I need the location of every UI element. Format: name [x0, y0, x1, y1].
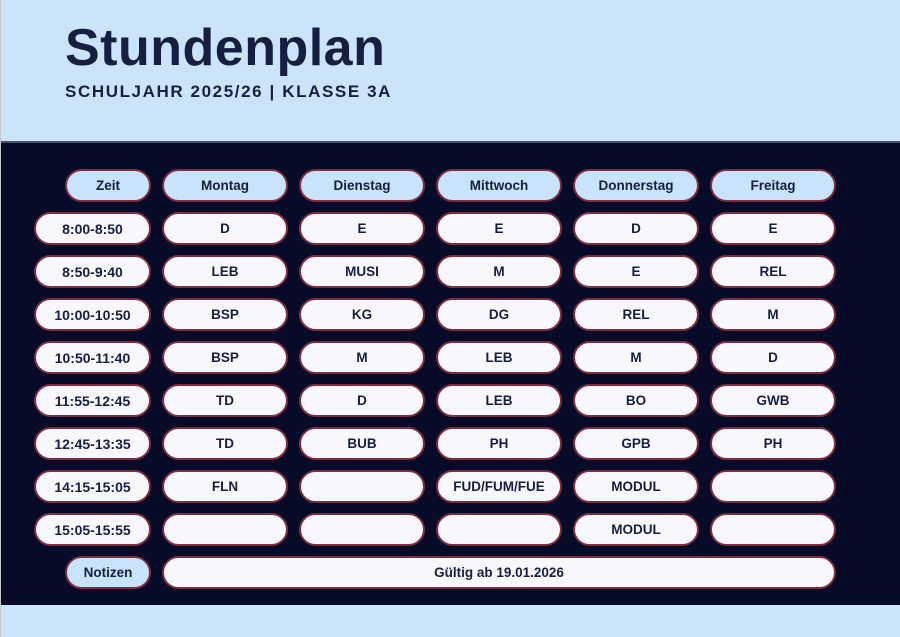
page-subtitle: SCHULJAHR 2025/26 | KLASSE 3A — [65, 82, 393, 102]
lesson-pill: LEB — [162, 255, 288, 288]
lesson-pill: E — [436, 212, 562, 245]
zeit-header-pill: Zeit — [65, 169, 151, 202]
time-pill: 11:55-12:45 — [34, 384, 151, 417]
lesson-pill: MODUL — [573, 513, 699, 546]
lesson-pill: TD — [162, 427, 288, 460]
lesson-pill — [710, 513, 836, 546]
day-header-pill: Montag — [162, 169, 288, 202]
lesson-pill: D — [710, 341, 836, 374]
lesson-pill: D — [162, 212, 288, 245]
timetable-panel: Zeit Montag Dienstag Mittwoch Donnerstag Frei… — [1, 141, 900, 605]
lesson-pill: M — [573, 341, 699, 374]
lesson-pill: FLN — [162, 470, 288, 503]
lesson-pill: REL — [573, 298, 699, 331]
lesson-pill: D — [299, 384, 425, 417]
page-title: Stundenplan — [65, 19, 386, 77]
lesson-pill — [299, 470, 425, 503]
validity-pill: Gültig ab 19.01.2026 — [162, 556, 836, 589]
lesson-pill: TD — [162, 384, 288, 417]
lesson-pill: KG — [299, 298, 425, 331]
day-header-pill: Dienstag — [299, 169, 425, 202]
notes-label-pill: Notizen — [65, 556, 151, 589]
day-header-pill: Donnerstag — [573, 169, 699, 202]
day-header-pill: Freitag — [710, 169, 836, 202]
time-pill: 12:45-13:35 — [34, 427, 151, 460]
lesson-pill — [299, 513, 425, 546]
lesson-pill: BO — [573, 384, 699, 417]
lesson-pill: M — [436, 255, 562, 288]
lesson-pill: D — [573, 212, 699, 245]
lesson-pill: M — [299, 341, 425, 374]
time-pill: 8:00-8:50 — [34, 212, 151, 245]
time-pill: 10:50-11:40 — [34, 341, 151, 374]
time-pill: 10:00-10:50 — [34, 298, 151, 331]
lesson-pill: REL — [710, 255, 836, 288]
lesson-pill: BSP — [162, 298, 288, 331]
lesson-pill: GWB — [710, 384, 836, 417]
lesson-pill: MUSI — [299, 255, 425, 288]
lesson-pill — [162, 513, 288, 546]
lesson-pill: GPB — [573, 427, 699, 460]
lesson-pill: LEB — [436, 384, 562, 417]
page-header: Stundenplan SCHULJAHR 2025/26 | KLASSE 3… — [1, 0, 900, 141]
lesson-pill: M — [710, 298, 836, 331]
time-pill: 14:15-15:05 — [34, 470, 151, 503]
lesson-pill: BSP — [162, 341, 288, 374]
lesson-pill: FUD/FUM/FUE — [436, 470, 562, 503]
lesson-pill: LEB — [436, 341, 562, 374]
timetable-grid: Zeit Montag Dienstag Mittwoch Donnerstag Frei… — [34, 169, 900, 589]
lesson-pill: E — [710, 212, 836, 245]
footer-strip — [1, 605, 900, 637]
lesson-pill: DG — [436, 298, 562, 331]
lesson-pill — [710, 470, 836, 503]
time-pill: 15:05-15:55 — [34, 513, 151, 546]
lesson-pill: PH — [436, 427, 562, 460]
time-pill: 8:50-9:40 — [34, 255, 151, 288]
lesson-pill: BUB — [299, 427, 425, 460]
lesson-pill: E — [299, 212, 425, 245]
lesson-pill: E — [573, 255, 699, 288]
lesson-pill: PH — [710, 427, 836, 460]
lesson-pill: MODUL — [573, 470, 699, 503]
lesson-pill — [436, 513, 562, 546]
day-header-pill: Mittwoch — [436, 169, 562, 202]
